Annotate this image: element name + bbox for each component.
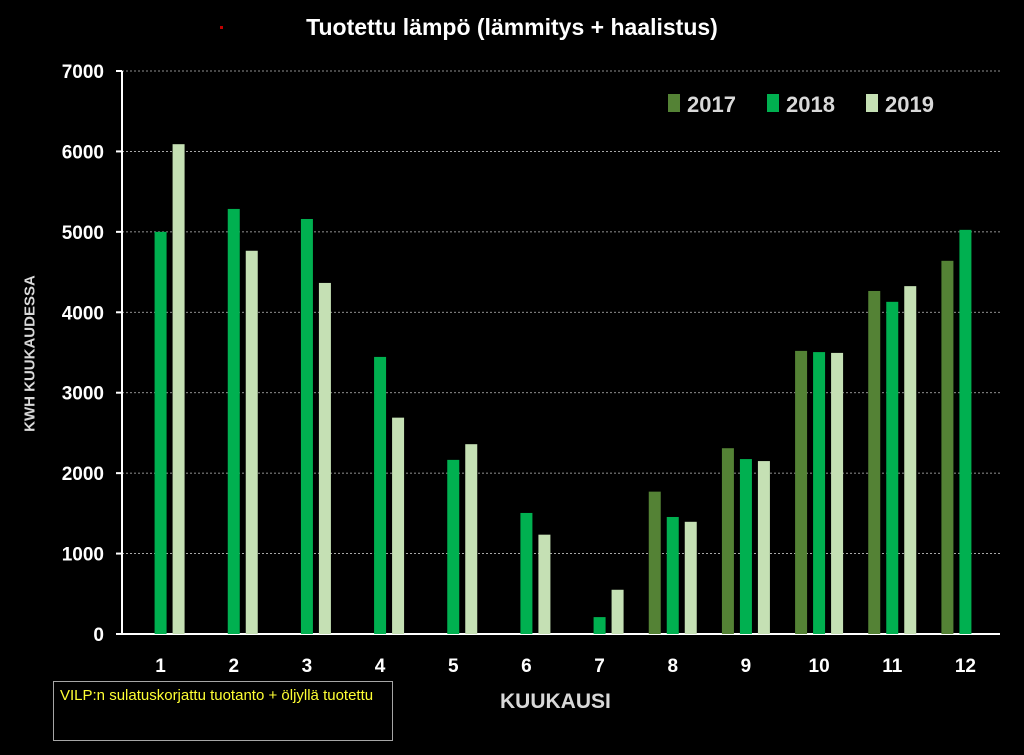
bar-2018-5 bbox=[447, 459, 460, 634]
legend-label-2017: 2017 bbox=[687, 92, 736, 117]
bar-2018-11 bbox=[886, 301, 899, 634]
bar-2017-9 bbox=[721, 448, 734, 634]
x-tick-label: 2 bbox=[228, 656, 239, 677]
bar-2018-2 bbox=[227, 208, 240, 634]
legend-swatch-2017 bbox=[668, 94, 680, 112]
x-tick-label: 12 bbox=[955, 656, 976, 677]
y-tick-label: 1000 bbox=[62, 545, 104, 566]
x-tick-label: 1 bbox=[155, 656, 166, 677]
bar-2018-10 bbox=[813, 352, 826, 634]
y-tick-label: 0 bbox=[93, 625, 104, 646]
bar-2019-4 bbox=[392, 417, 405, 634]
y-tick-label: 6000 bbox=[62, 142, 104, 163]
bar-2018-3 bbox=[300, 218, 313, 634]
bar-2019-5 bbox=[465, 444, 478, 634]
x-tick-label: 6 bbox=[521, 656, 532, 677]
bar-2019-11 bbox=[904, 286, 917, 634]
y-tick-label: 7000 bbox=[62, 62, 104, 83]
legend-label-2018: 2018 bbox=[786, 92, 835, 117]
bar-2018-4 bbox=[374, 356, 387, 634]
bar-2019-1 bbox=[172, 144, 185, 634]
bar-2019-9 bbox=[757, 461, 770, 634]
x-tick-label: 4 bbox=[375, 656, 386, 677]
x-tick-label: 11 bbox=[882, 656, 903, 677]
y-axis-label: KWH KUUKAUDESSA bbox=[21, 275, 39, 432]
bar-2019-2 bbox=[245, 250, 258, 634]
legend-swatch-2019 bbox=[866, 94, 878, 112]
bar-2019-10 bbox=[831, 352, 844, 634]
bar-2019-6 bbox=[538, 534, 551, 634]
y-tick-label: 2000 bbox=[62, 464, 104, 485]
bar-2017-8 bbox=[648, 491, 661, 634]
bar-2018-8 bbox=[666, 516, 679, 634]
x-tick-label: 7 bbox=[594, 656, 605, 677]
x-tick-label: 9 bbox=[741, 656, 752, 677]
legend-swatch-2018 bbox=[767, 94, 779, 112]
x-tick-label: 3 bbox=[302, 656, 313, 677]
chart-title: Tuotettu lämpö (lämmitys + haalistus) bbox=[306, 14, 718, 40]
bar-2018-9 bbox=[739, 459, 752, 634]
x-tick-label: 5 bbox=[448, 656, 459, 677]
bar-2018-7 bbox=[593, 617, 606, 634]
bar-2017-10 bbox=[795, 350, 808, 634]
bar-2019-3 bbox=[318, 282, 331, 634]
annotation-box: VILP:n sulatuskorjattu tuotanto + öljyll… bbox=[53, 681, 393, 741]
bar-2018-1 bbox=[154, 231, 167, 634]
bar-2019-8 bbox=[684, 521, 697, 634]
y-tick-label: 5000 bbox=[62, 223, 104, 244]
legend-label-2019: 2019 bbox=[885, 92, 934, 117]
x-axis-label: KUUKAUSI bbox=[500, 690, 611, 713]
bar-2017-12 bbox=[941, 260, 954, 634]
x-tick-label: 10 bbox=[809, 656, 830, 677]
bar-2018-6 bbox=[520, 512, 533, 634]
x-tick-label: 8 bbox=[667, 656, 678, 677]
bar-2018-12 bbox=[959, 229, 972, 634]
y-tick-label: 4000 bbox=[62, 303, 104, 324]
marker-dot bbox=[220, 26, 223, 29]
bar-2019-7 bbox=[611, 589, 624, 634]
y-tick-label: 3000 bbox=[62, 384, 104, 405]
bar-2017-11 bbox=[868, 290, 881, 634]
